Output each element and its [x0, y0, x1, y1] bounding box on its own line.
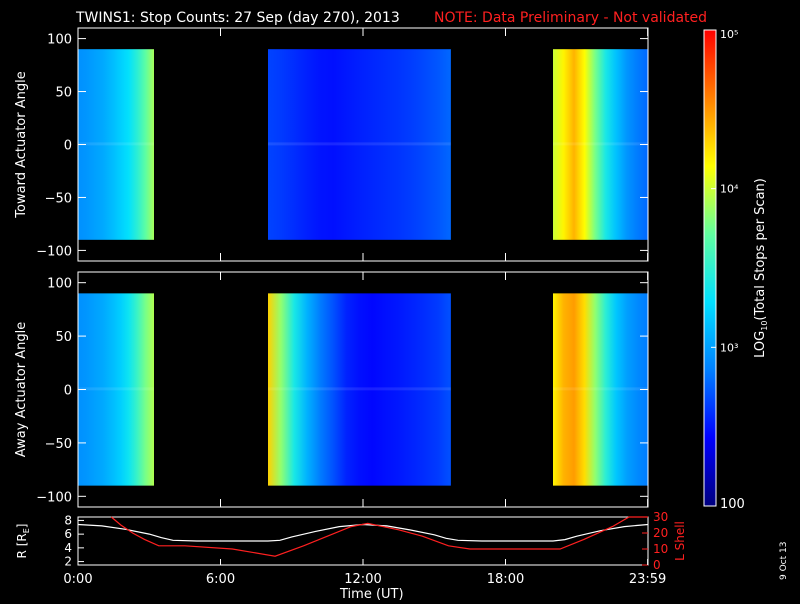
- zero-angle-band: [553, 142, 648, 146]
- colorbar-tick-label: 10⁵: [720, 28, 738, 41]
- y-tick-label: −100: [36, 244, 72, 259]
- y-tick-label: 100: [47, 277, 72, 292]
- y-axis-label: Away Actuator Angle: [14, 322, 29, 457]
- l-shell-axis-label: L Shell: [673, 521, 687, 561]
- time-axis-label: Time (UT): [339, 587, 404, 600]
- y-tick-label: −100: [36, 490, 72, 505]
- x-tick-label: 18:00: [487, 572, 524, 587]
- toward-panel: 100 50 0 −50 −100 Toward Actuator Angle: [14, 27, 649, 262]
- colorbar-scale: [703, 29, 717, 507]
- y-tick-label: 6: [64, 527, 72, 541]
- x-tick-label: 6:00: [206, 572, 235, 587]
- x-tick-label: 12:00: [344, 572, 381, 587]
- y-tick-label: 50: [55, 86, 72, 101]
- heatmap-segment: [553, 293, 648, 486]
- radius-line: [77, 523, 649, 542]
- zero-angle-band: [268, 387, 451, 391]
- radius-axis-label: R [RE]: [15, 524, 31, 559]
- y2-tick-label: 10: [653, 542, 668, 556]
- y2-tick-label: 30: [653, 510, 668, 524]
- heatmap-segment: [553, 49, 648, 240]
- x-tick-label: 0:00: [63, 572, 92, 587]
- zero-angle-band: [268, 142, 451, 146]
- y-tick-label: 8: [64, 513, 72, 527]
- preliminary-note: NOTE: Data Preliminary - Not validated: [434, 10, 707, 26]
- heatmap-segment: [268, 293, 451, 486]
- y-axis-label: Toward Actuator Angle: [14, 71, 29, 218]
- colorbar: 100 10³ 10⁴ 10⁵ LOG10(Total Stops per Scan): [703, 28, 769, 512]
- y-tick-label: 0: [64, 384, 72, 399]
- y-tick-label: −50: [45, 437, 72, 452]
- zero-angle-band: [78, 387, 154, 391]
- colorbar-tick-label: 10⁴: [720, 183, 739, 196]
- zero-angle-band: [78, 142, 154, 146]
- x-tick-label: 23:59: [629, 572, 666, 587]
- y-tick-label: −50: [45, 191, 72, 206]
- y-tick-label: 50: [55, 330, 72, 345]
- y-tick-label: 2: [64, 555, 72, 569]
- colorbar-tick-label: 10³: [720, 341, 738, 354]
- y-tick-label: 0: [64, 139, 72, 154]
- date-stamp: 9 Oct 13: [779, 542, 789, 580]
- colorbar-label: LOG10(Total Stops per Scan): [753, 178, 769, 358]
- heatmap-segment: [268, 49, 451, 240]
- zero-angle-band: [553, 387, 648, 391]
- chart-title: TWINS1: Stop Counts: 27 Sep (day 270), 2…: [75, 10, 400, 26]
- l-shell-line: [110, 516, 648, 557]
- y-tick-label: 4: [64, 541, 72, 555]
- colorbar-tick-label: 100: [720, 497, 745, 512]
- away-panel: 100 50 0 −50 −100 Away Actuator Angle: [14, 271, 649, 508]
- y2-tick-label: 20: [653, 526, 668, 540]
- y2-tick-label: 0: [653, 558, 661, 572]
- heatmap-segment: [78, 49, 154, 240]
- heatmap-segment: [78, 293, 154, 486]
- y-tick-label: 100: [47, 33, 72, 48]
